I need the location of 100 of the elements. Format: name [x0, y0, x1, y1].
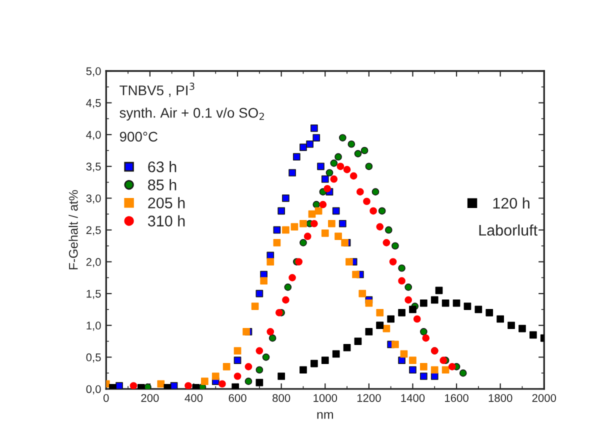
point: [266, 328, 274, 336]
point: [242, 328, 250, 336]
point: [321, 229, 329, 237]
annotation: synth. Air + 0.1 v/o SO$_{2}$: [120, 108, 264, 121]
legend-label: 205 h: [148, 197, 185, 208]
point: [354, 338, 362, 345]
point: [404, 284, 412, 291]
point: [170, 382, 178, 389]
point: [234, 356, 242, 364]
point: [413, 315, 421, 323]
point: [372, 188, 380, 196]
point: [201, 378, 208, 386]
point: [256, 366, 264, 374]
point: [336, 162, 344, 170]
point: [382, 239, 390, 246]
annotation: TNBV5 , PI$^{3}$: [120, 82, 194, 97]
legend-label: 63 h: [148, 161, 176, 172]
point: [348, 140, 356, 148]
point: [392, 242, 399, 250]
y-tick-label: 3,0: [86, 194, 101, 204]
point: [352, 270, 360, 278]
point: [310, 360, 318, 368]
point: [398, 356, 406, 364]
y-tick-label: 2,0: [86, 258, 101, 268]
point: [400, 350, 408, 358]
point: [304, 232, 312, 240]
point: [332, 207, 340, 215]
point: [273, 226, 281, 234]
point: [365, 162, 373, 170]
point: [387, 315, 395, 323]
point: [321, 356, 329, 364]
point: [442, 299, 450, 307]
point: [300, 144, 307, 151]
point: [365, 299, 373, 307]
point: [442, 366, 450, 374]
point: [409, 306, 416, 314]
point: [295, 258, 303, 266]
point: [420, 299, 428, 307]
point: [184, 382, 192, 389]
point: [266, 258, 274, 266]
point: [326, 169, 334, 176]
legend-label: 310 h: [148, 215, 185, 226]
y-tick-label: 2,5: [86, 226, 101, 236]
point: [496, 315, 504, 323]
point: [398, 264, 406, 272]
point: [234, 372, 242, 380]
y-tick-label: 1,0: [86, 322, 101, 331]
y-tick-label: 1,5: [86, 290, 101, 300]
x-tick-label: 2000: [532, 394, 556, 402]
point: [334, 153, 342, 161]
point: [116, 382, 123, 389]
point: [284, 284, 292, 291]
point: [338, 134, 346, 142]
point: [266, 252, 274, 260]
point: [398, 277, 406, 285]
point: [282, 296, 290, 304]
point: [376, 308, 384, 316]
point: [244, 378, 252, 386]
point: [346, 258, 353, 266]
x-tick-label: 1800: [488, 394, 512, 402]
point: [288, 274, 296, 282]
point: [275, 308, 283, 316]
point: [409, 356, 416, 364]
point: [398, 308, 406, 316]
x-tick-label: 1000: [314, 394, 338, 402]
point: [452, 299, 460, 307]
point: [244, 363, 252, 370]
x-tick-label: 1200: [357, 394, 381, 402]
point: [310, 124, 318, 132]
point: [435, 286, 443, 294]
point: [300, 220, 307, 228]
point: [218, 380, 226, 388]
point: [314, 207, 322, 215]
y-tick-label: 0,5: [86, 353, 101, 363]
point: [430, 372, 438, 380]
point: [389, 258, 397, 266]
x-tick-label: 1400: [401, 394, 425, 402]
point: [420, 363, 428, 370]
point: [328, 220, 336, 228]
point: [338, 220, 346, 228]
point: [474, 306, 482, 314]
point: [356, 188, 364, 196]
annotation: Laborluft: [479, 224, 538, 236]
point: [459, 369, 467, 377]
point: [420, 372, 428, 380]
point: [256, 347, 264, 354]
point: [157, 380, 165, 388]
legend-label: 85 h: [148, 179, 176, 190]
point: [234, 347, 242, 354]
point: [378, 207, 386, 215]
point: [354, 150, 362, 158]
point: [430, 366, 438, 374]
point: [518, 324, 526, 332]
point: [422, 334, 430, 342]
point: [508, 322, 515, 330]
point: [324, 184, 331, 192]
point: [308, 210, 316, 218]
point: [358, 290, 366, 298]
y-tick-label: 3,5: [86, 162, 101, 172]
point: [448, 363, 456, 370]
